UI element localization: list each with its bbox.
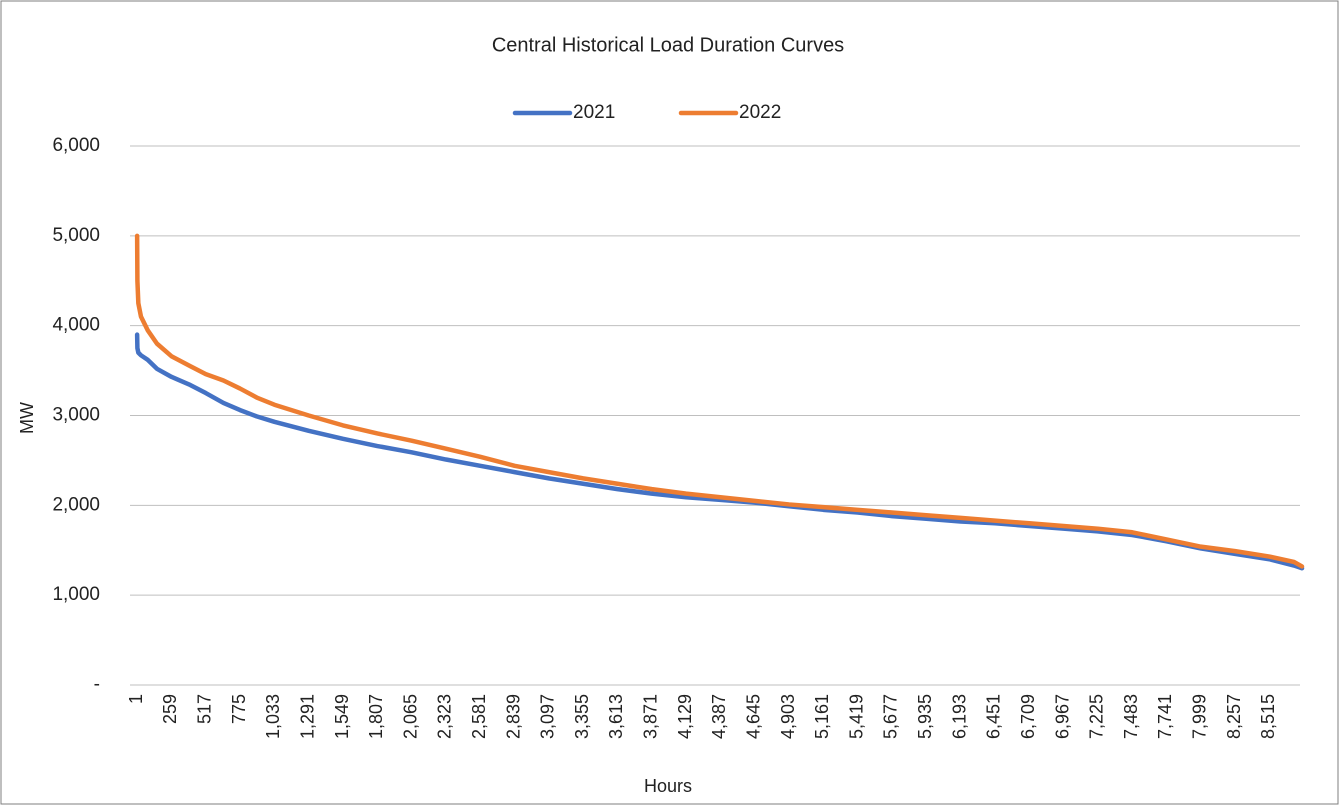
line-series (134, 332, 1305, 571)
legend-label: 2021 (573, 102, 615, 123)
x-tick-label: 3,355 (572, 694, 592, 739)
y-tick-label: 2,000 (52, 494, 100, 515)
x-tick-label: 3,097 (538, 694, 558, 739)
y-tick-label: 4,000 (52, 315, 100, 336)
x-tick-label: 8,257 (1224, 694, 1244, 739)
x-tick-label: 517 (195, 694, 215, 724)
chart-title: Central Historical Load Duration Curves (492, 34, 844, 56)
x-tick-label: 5,161 (812, 694, 832, 739)
x-tick-label: 4,387 (709, 694, 729, 739)
x-tick-label: 2,323 (435, 694, 455, 739)
x-tick-label: 6,193 (949, 694, 969, 739)
x-tick-label: 4,129 (675, 694, 695, 739)
x-tick-label: 5,935 (915, 694, 935, 739)
x-tick-label: 5,677 (881, 694, 901, 739)
y-tick-label: 1,000 (52, 584, 100, 605)
x-tick-label: 259 (160, 694, 180, 724)
y-tick-label: 3,000 (52, 405, 100, 426)
y-axis-label: MW (17, 402, 37, 434)
x-tick-label: 7,741 (1155, 694, 1175, 739)
y-tick-label: - (94, 674, 100, 695)
x-tick-label: 1 (126, 694, 146, 704)
x-tick-label: 7,225 (1087, 694, 1107, 739)
x-tick-label: 6,451 (984, 694, 1004, 739)
x-tick-label: 2,839 (503, 694, 523, 739)
x-tick-label: 6,709 (1018, 694, 1038, 739)
x-tick-label: 775 (229, 694, 249, 724)
x-tick-label: 3,871 (641, 694, 661, 739)
x-tick-label: 8,515 (1258, 694, 1278, 739)
x-axis-label: Hours (644, 776, 692, 796)
y-tick-label: 6,000 (52, 135, 100, 156)
x-tick-label: 1,549 (332, 694, 352, 739)
x-tick-label: 2,581 (469, 694, 489, 739)
x-tick-label: 4,903 (778, 694, 798, 739)
legend-label: 2022 (739, 102, 781, 123)
x-tick-label: 7,999 (1190, 694, 1210, 739)
x-tick-label: 4,645 (743, 694, 763, 739)
y-tick-label: 5,000 (52, 225, 100, 246)
x-tick-label: 1,033 (263, 694, 283, 739)
x-tick-label: 1,807 (366, 694, 386, 739)
x-tick-label: 1,291 (297, 694, 317, 739)
x-tick-label: 6,967 (1052, 694, 1072, 739)
x-tick-label: 7,483 (1121, 694, 1141, 739)
x-tick-label: 3,613 (606, 694, 626, 739)
x-tick-label: 5,419 (846, 694, 866, 739)
x-tick-label: 2,065 (400, 694, 420, 739)
line-series (134, 233, 1305, 569)
